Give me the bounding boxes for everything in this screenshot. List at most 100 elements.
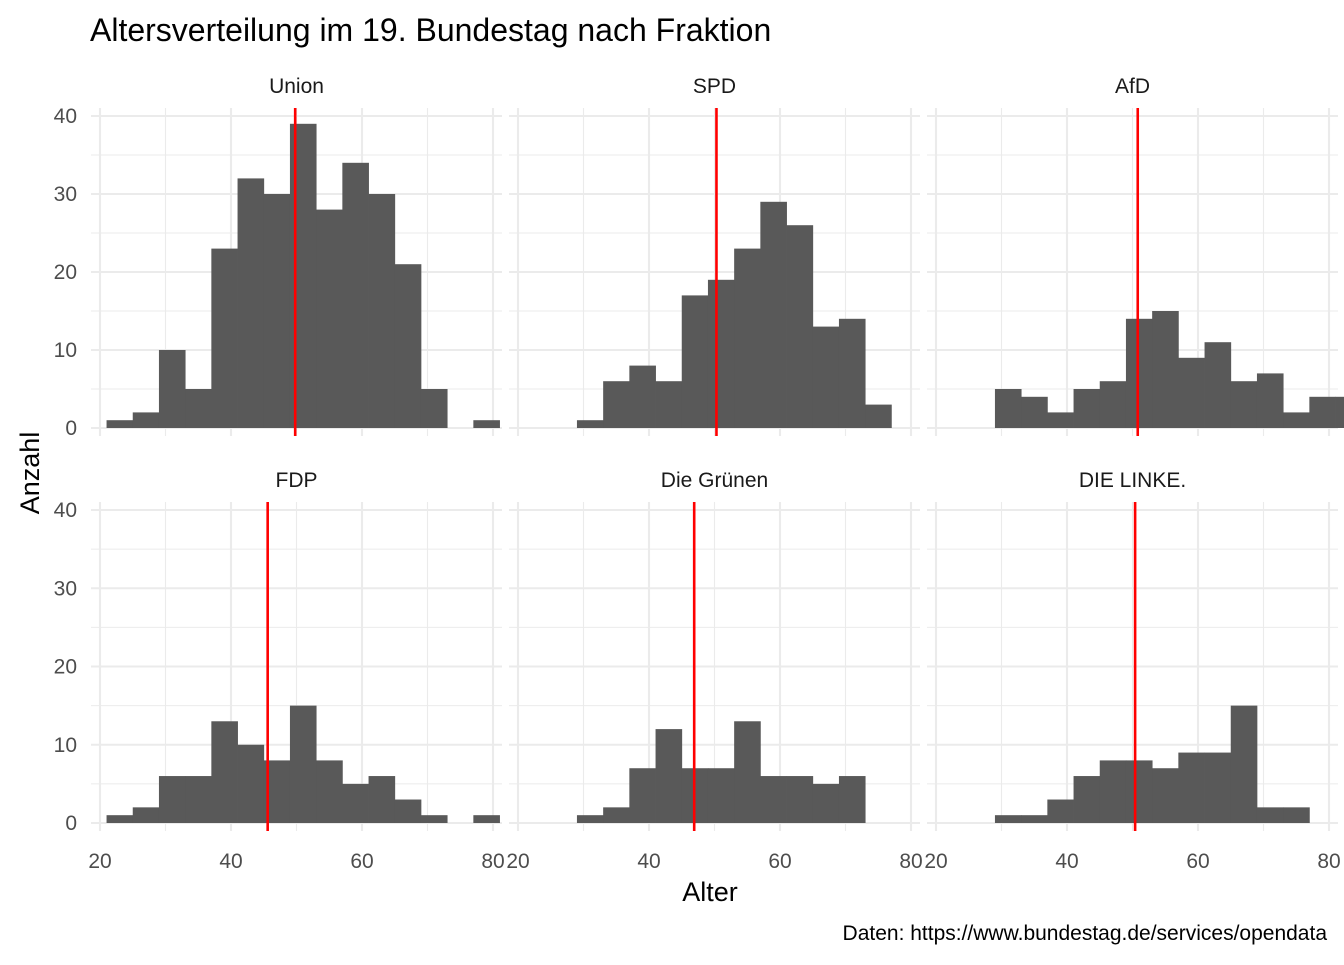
y-tick-label: 30 [54,183,77,206]
histogram-bar [838,776,866,823]
histogram-bar [1283,807,1310,823]
histogram-bar [394,799,422,823]
x-tick-label: 20 [88,850,111,873]
histogram-bar [1099,760,1127,823]
histogram-bar [629,768,656,823]
x-tick-label: 80 [1317,850,1340,873]
x-axis-title: Alter [682,877,738,907]
histogram-bar [681,295,709,428]
facet-panel-2: SPD [509,75,920,436]
histogram-bar [185,776,212,823]
histogram-bar [1021,815,1048,823]
x-tick-label: 40 [637,850,660,873]
histogram-bar [106,815,134,823]
histogram-bar [368,194,396,428]
histogram-bar [263,194,291,428]
histogram-bar [1073,776,1101,823]
histogram-bar [1125,318,1153,428]
chart-caption: Daten: https://www.bundestag.de/services… [843,922,1328,945]
histogram-bar [1283,412,1310,428]
histogram-bar [1230,381,1258,428]
histogram-bar [420,389,448,428]
histogram-bar [838,318,866,428]
histogram-bar [368,776,396,823]
histogram-bar [1178,357,1205,428]
histogram-bar [1204,752,1232,823]
histogram-bar [1047,412,1074,428]
histogram-bar [812,783,840,823]
y-tick-label: 20 [54,656,77,679]
histogram-bar [1335,396,1344,428]
facet-label: SPD [693,75,736,98]
histogram-bar [106,420,134,428]
facet-label: AfD [1115,75,1150,98]
x-tick-label: 80 [899,850,922,873]
y-tick-label: 10 [54,339,77,362]
histogram-bar [1204,342,1232,428]
chart-title: Altersverteilung im 19. Bundestag nach F… [90,12,771,48]
x-tick-label: 60 [768,850,791,873]
histogram-bar [158,350,186,428]
histogram-bar [1047,799,1074,823]
histogram-bar [289,705,317,823]
facet-label: Union [269,75,324,98]
x-tick-label: 20 [924,850,947,873]
y-tick-label: 0 [65,812,77,835]
histogram-bar [734,248,761,428]
facet-label: DIE LINKE. [1079,469,1186,492]
histogram-bar [760,201,787,428]
histogram-bar [576,815,604,823]
facet-panel-4: FDP 0 10 20 30 40 20 40 60 80 [54,469,505,873]
histogram-bar [211,248,238,428]
x-tick-label: 20 [506,850,529,873]
histogram-bar [316,760,343,823]
histogram-bar [1230,705,1258,823]
y-tick-label: 30 [54,577,77,600]
histogram-bar [394,264,422,428]
histogram-bar [211,721,238,823]
histogram-bar [1152,311,1179,428]
histogram-bar [1309,396,1336,428]
histogram-bar [1256,373,1284,428]
histogram-bar [185,389,212,428]
histogram-bar [132,807,160,823]
facet-panel-6: DIE LINKE. 20 40 60 80 [924,469,1340,873]
histogram-bar [655,381,683,428]
histogram-bar [473,420,500,428]
histogram-bar [158,776,186,823]
histogram-bar [786,776,814,823]
y-tick-label: 0 [65,417,77,440]
histogram-bar [1256,807,1284,823]
histogram-bar [994,815,1022,823]
histogram-bar [342,162,369,429]
facet-label: FDP [276,469,318,492]
x-tick-label: 60 [350,850,373,873]
x-tick-label: 80 [481,850,504,873]
histogram-bar [1152,768,1179,823]
histogram-bar [237,744,265,823]
histogram-bar [655,729,683,823]
histogram-bar [760,776,787,823]
histogram-bar [603,807,630,823]
histogram-bar [629,365,656,428]
facet-panel-3: AfD [927,75,1344,436]
histogram-bar [132,412,160,428]
histogram-bar [994,389,1022,428]
histogram-bar [786,225,814,428]
histogram-bar [1021,396,1048,428]
facet-panel-1: Union 0 10 20 30 40 [54,75,502,440]
histogram-bar [316,209,343,428]
x-tick-label: 60 [1186,850,1209,873]
y-tick-label: 40 [54,105,77,128]
histogram-bar [1178,752,1205,823]
facet-panels: Union 0 10 20 30 40 SPD AfD FDP 0 10 20 30 40 20 40 60 80… [54,75,1344,873]
y-tick-label: 20 [54,261,77,284]
x-tick-label: 40 [1055,850,1078,873]
histogram-bar [576,420,604,428]
histogram-bar [420,815,448,823]
histogram-bar [812,326,840,428]
facet-panel-5: Die Grünen 20 40 60 80 [506,469,922,873]
y-tick-label: 10 [54,734,77,757]
